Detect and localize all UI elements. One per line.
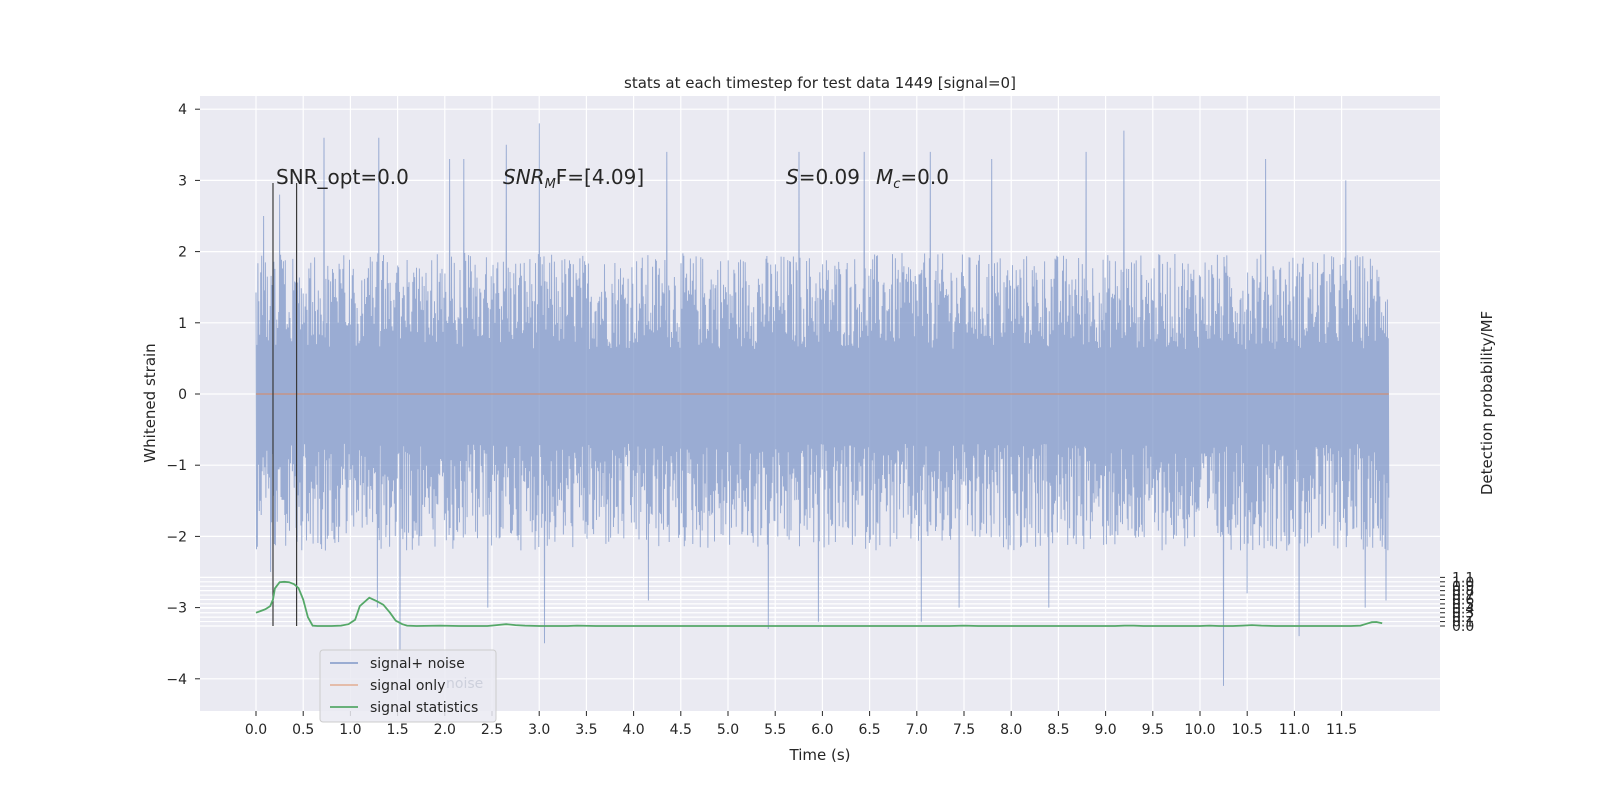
- x-tick-label: 9.0: [1094, 722, 1116, 738]
- statistics-series: [255, 580, 1383, 627]
- x-tick-label: 7.5: [953, 722, 975, 738]
- x-axis-label: Time (s): [789, 746, 851, 764]
- legend-hidden-text: noise: [446, 676, 483, 692]
- x-tick-label: 5.5: [764, 722, 786, 738]
- snr-mf-value: F=[4.09]: [556, 165, 644, 189]
- y-right-tick-label: 0.0: [1452, 619, 1474, 635]
- y-right-tick-label: 0.6: [1452, 592, 1474, 608]
- x-tick-label: 2.0: [434, 722, 456, 738]
- y-tick-label: 1: [178, 316, 187, 332]
- x-tick-label: 2.5: [481, 722, 503, 738]
- x-tick-label: 8.5: [1047, 722, 1069, 738]
- x-tick-label: 4.5: [670, 722, 692, 738]
- snr-mf-symbol: SNR: [503, 165, 545, 189]
- y-right-tick-label: 0.1: [1452, 615, 1474, 631]
- x-tick-label: 8.0: [1000, 722, 1022, 738]
- s-value: =0.09: [799, 165, 860, 189]
- snr-opt-annotation: SNR_opt=0.0: [276, 165, 409, 189]
- s-symbol: S: [786, 165, 799, 189]
- x-tick-label: 3.5: [575, 722, 597, 738]
- y-right-tick-labels: 1.11.00.90.80.70.60.50.40.30.20.10.0: [1440, 570, 1474, 635]
- snr-mf-subscript: M: [545, 177, 556, 192]
- y-tick-label: −4: [166, 672, 187, 688]
- y-right-axis-label: Detection probability/MF: [1478, 311, 1496, 495]
- legend-label-noise: signal+ noise: [370, 656, 465, 672]
- y-tick-label: −1: [166, 458, 187, 474]
- s-mc-annotation: S=0.09 Mc=0.0: [786, 165, 949, 192]
- x-tick-label: 1.5: [386, 722, 408, 738]
- noise-trace: [255, 123, 1390, 686]
- y-right-tick-label: 0.5: [1452, 597, 1474, 613]
- y-tick-labels: 4 3 2 1 0 −1 −2 −3 −4: [166, 102, 200, 688]
- x-tick-label: 6.5: [858, 722, 880, 738]
- y-tick-label: 0: [178, 387, 187, 403]
- y-right-tick-label: 0.4: [1452, 601, 1474, 617]
- legend-label-signal: signal only: [370, 678, 445, 694]
- y-right-tick-label: 1.0: [1452, 575, 1474, 591]
- x-tick-label: 0.5: [292, 722, 314, 738]
- x-tick-label: 0.0: [245, 722, 267, 738]
- snr-mf-annotation: SNRMF=[4.09]: [503, 165, 644, 192]
- y-right-tick-label: 0.3: [1452, 606, 1474, 622]
- x-tick-label: 9.5: [1142, 722, 1164, 738]
- x-tick-label: 1.0: [339, 722, 361, 738]
- y-right-tick-label: 0.8: [1452, 584, 1474, 600]
- x-tick-label: 11.0: [1279, 722, 1310, 738]
- x-tick-labels: 0.0 0.5 1.0 1.5 2.0 2.5 3.0 3.5 4.0 4.5 5.0 5.5 6.0 6…: [245, 711, 1357, 738]
- x-tick-label: 7.0: [906, 722, 928, 738]
- x-tick-label: 3.0: [528, 722, 550, 738]
- x-tick-label: 6.0: [811, 722, 833, 738]
- mc-value: =0.0: [900, 165, 949, 189]
- legend-label-stats: signal statistics: [370, 700, 478, 716]
- y-tick-label: 3: [178, 173, 187, 189]
- noise-series: [255, 123, 1390, 686]
- x-tick-label: 4.0: [622, 722, 644, 738]
- y-right-tick-label: 0.2: [1452, 610, 1474, 626]
- x-tick-label: 10.5: [1232, 722, 1263, 738]
- y-tick-label: −3: [166, 601, 187, 617]
- y-axis-label: Whitened strain: [141, 343, 159, 462]
- legend: noise signal+ noise signal only signal s…: [319, 649, 497, 723]
- y-tick-label: 4: [178, 102, 187, 118]
- y-tick-label: 2: [178, 245, 187, 261]
- y-right-tick-label: 0.9: [1452, 579, 1474, 595]
- mc-symbol: M: [876, 165, 893, 189]
- y-right-tick-label: 1.1: [1452, 570, 1474, 586]
- y-tick-label: −2: [166, 529, 187, 545]
- x-tick-label: 5.0: [717, 722, 739, 738]
- x-tick-label: 10.0: [1184, 722, 1215, 738]
- chart-title: stats at each timestep for test data 144…: [624, 74, 1016, 92]
- y-right-tick-label: 0.7: [1452, 588, 1474, 604]
- x-tick-label: 11.5: [1326, 722, 1357, 738]
- mc-subscript: c: [893, 177, 900, 192]
- statistics-line: [255, 580, 1383, 627]
- legend-box: [319, 649, 497, 723]
- marker-lines: [272, 183, 298, 626]
